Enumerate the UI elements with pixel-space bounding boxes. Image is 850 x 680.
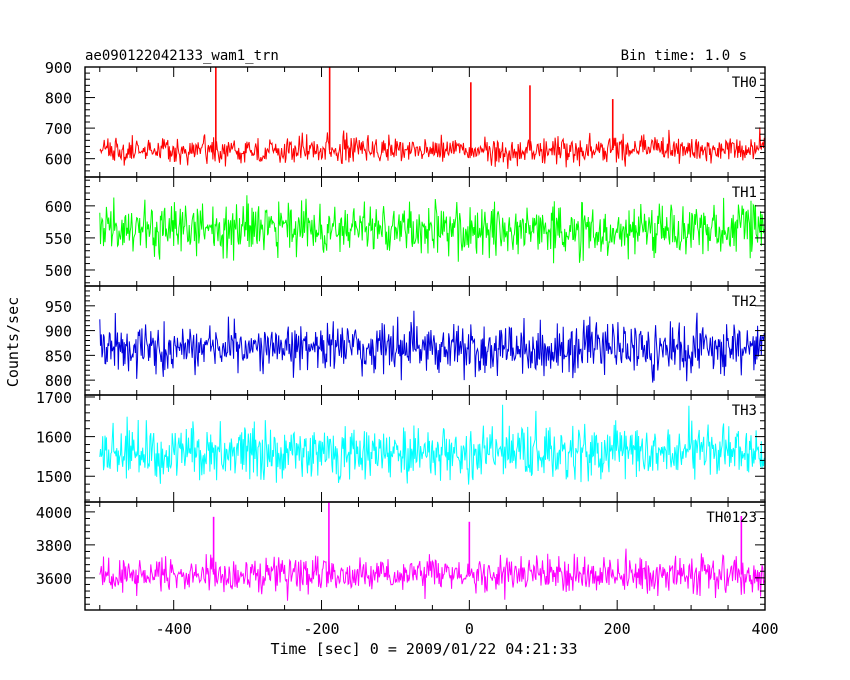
panel-frame: [84, 501, 766, 611]
y-tick-label: 950: [45, 298, 72, 316]
y-tick-label: 700: [45, 120, 72, 138]
panel-label-th0123: TH0123: [706, 510, 757, 526]
panel-label-th1: TH1: [732, 185, 757, 201]
y-tick-label: 3800: [36, 537, 72, 555]
y-tick-label: 900: [45, 59, 72, 77]
x-tick-label: 200: [604, 620, 631, 638]
x-axis-label: Time [sec] 0 = 2009/01/22 04:21:33: [270, 640, 577, 658]
y-tick-label: 600: [45, 198, 72, 216]
x-axis: -400 -200 0 200 400: [156, 620, 779, 638]
bin-time-label: Bin time: 1.0 s: [621, 48, 747, 64]
panel-th0123: 3600 3800 4000 TH0123: [36, 501, 766, 611]
panels-group: 600 700 800 900 TH0 500 550 600 TH1 800 850 900 950 T…: [36, 59, 766, 611]
y-axis-label: Counts/sec: [4, 297, 22, 387]
y-tick-label: 500: [45, 262, 72, 280]
panel-th1: 500 550 600 TH1: [45, 176, 766, 287]
x-tick-label: -400: [156, 620, 192, 638]
y-tick-label: 600: [45, 151, 72, 169]
plot-title: ae090122042133_wam1_trn: [85, 48, 279, 64]
x-tick-label: 400: [751, 620, 778, 638]
y-tick-label: 850: [45, 347, 72, 365]
panel-th0: 600 700 800 900 TH0: [45, 59, 766, 178]
y-tick-label: 1500: [36, 468, 72, 486]
series-th0123-line: [99, 548, 765, 601]
series-th3-line: [99, 404, 765, 485]
panel-label-th3: TH3: [732, 403, 757, 419]
y-tick-label: 3600: [36, 570, 72, 588]
x-tick-label: -200: [303, 620, 339, 638]
series-th2-line: [99, 310, 765, 383]
series-th1-line: [99, 195, 765, 264]
y-tick-label: 800: [45, 90, 72, 108]
y-tick-label: 550: [45, 230, 72, 248]
panel-th3: 1500 1600 1700 TH3: [36, 389, 766, 503]
y-tick-label: 900: [45, 323, 72, 341]
series-th0-line: [99, 127, 765, 169]
y-tick-label: 1600: [36, 429, 72, 447]
panel-label-th2: TH2: [732, 294, 757, 310]
y-tick-label: 1700: [36, 389, 72, 407]
panel-th2: 800 850 900 950 TH2: [45, 285, 766, 396]
panel-label-th0: TH0: [732, 75, 757, 91]
x-tick-label: 0: [465, 620, 474, 638]
y-tick-label: 4000: [36, 504, 72, 522]
y-tick-label: 800: [45, 372, 72, 390]
